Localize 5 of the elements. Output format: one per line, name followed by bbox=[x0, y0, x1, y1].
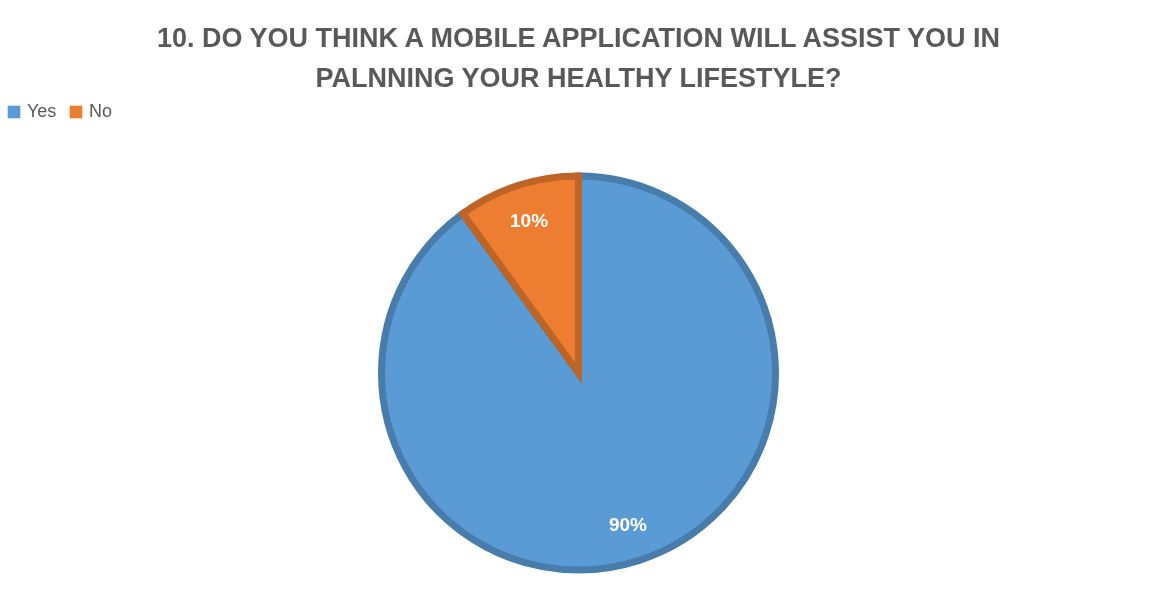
legend-label: No bbox=[89, 101, 113, 121]
data-label: 90% bbox=[608, 514, 648, 536]
data-label: 10% bbox=[510, 209, 549, 231]
chart-title: 10. DO YOU THINK A MOBILE APPLICATION WILL ASSIST YOU IN PALNNING YOUR HEALTHY LIFESTYLE? bbox=[156, 23, 1001, 93]
legend-label: Yes bbox=[27, 101, 57, 121]
